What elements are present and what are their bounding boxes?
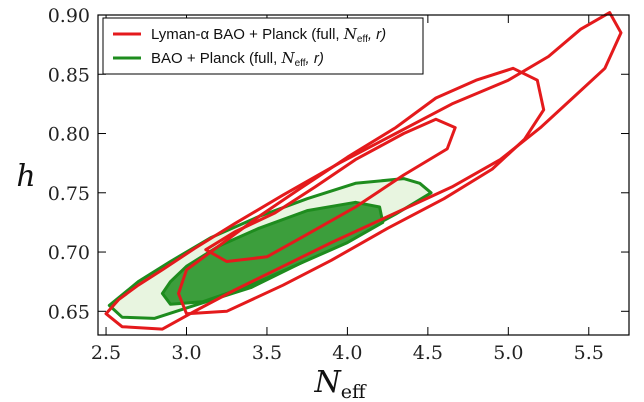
legend-label-lya-italic: N [343, 25, 358, 43]
legend-label-lya-subscript: eff [357, 34, 368, 45]
legend-label-bao-main: BAO + Planck (full, [151, 50, 281, 67]
x-tick-label: 2.5 [91, 342, 121, 364]
y-tick-label: 0.70 [48, 242, 90, 264]
x-tick-label: 3.5 [252, 342, 282, 364]
ticks-layer: 2.5 3.0 3.5 4.0 4.5 5.0 5.5 0.65 0.70 0.75 0.80 0.8… [48, 5, 629, 364]
x-axis-label-main: N [314, 365, 343, 400]
legend-label-lya-main: Lyman-α BAO + Planck (full, [151, 26, 344, 43]
y-tick-label: 0.85 [48, 64, 90, 86]
x-axis-label: Neff [314, 365, 367, 402]
x-tick-label: 5.5 [574, 342, 604, 364]
y-tick-label: 0.65 [48, 301, 90, 323]
plot-frame [97, 14, 630, 336]
x-tick-label: 4.5 [413, 342, 443, 364]
x-tick-label: 4.0 [332, 342, 362, 364]
x-tick-label: 3.0 [171, 342, 201, 364]
legend-label-bao: BAO + Planck (full, Neff, r) [151, 49, 324, 69]
x-axis-label-sub: eff [341, 381, 367, 402]
y-tick-label: 0.75 [48, 183, 90, 205]
legend: Lyman-α BAO + Planck (full, Neff, r) BAO… [102, 17, 424, 75]
legend-label-bao-tail: , r) [306, 50, 324, 67]
legend-label-bao-subscript: eff [295, 58, 306, 69]
y-axis-label: h [16, 159, 35, 194]
contours-layer [104, 11, 623, 331]
legend-label-bao-italic: N [280, 49, 295, 67]
legend-label-lya-tail: , r) [368, 26, 386, 43]
contour-lya-68pct [177, 66, 546, 316]
legend-label-lya: Lyman-α BAO + Planck (full, Neff, r) [151, 25, 386, 45]
legend-box [102, 17, 424, 75]
x-tick-label: 5.0 [493, 342, 523, 364]
y-tick-label: 0.90 [48, 5, 90, 27]
y-tick-label: 0.80 [48, 124, 90, 146]
contour-lya-68pct-inner [204, 117, 457, 263]
contour-lya-95pct [104, 11, 623, 331]
